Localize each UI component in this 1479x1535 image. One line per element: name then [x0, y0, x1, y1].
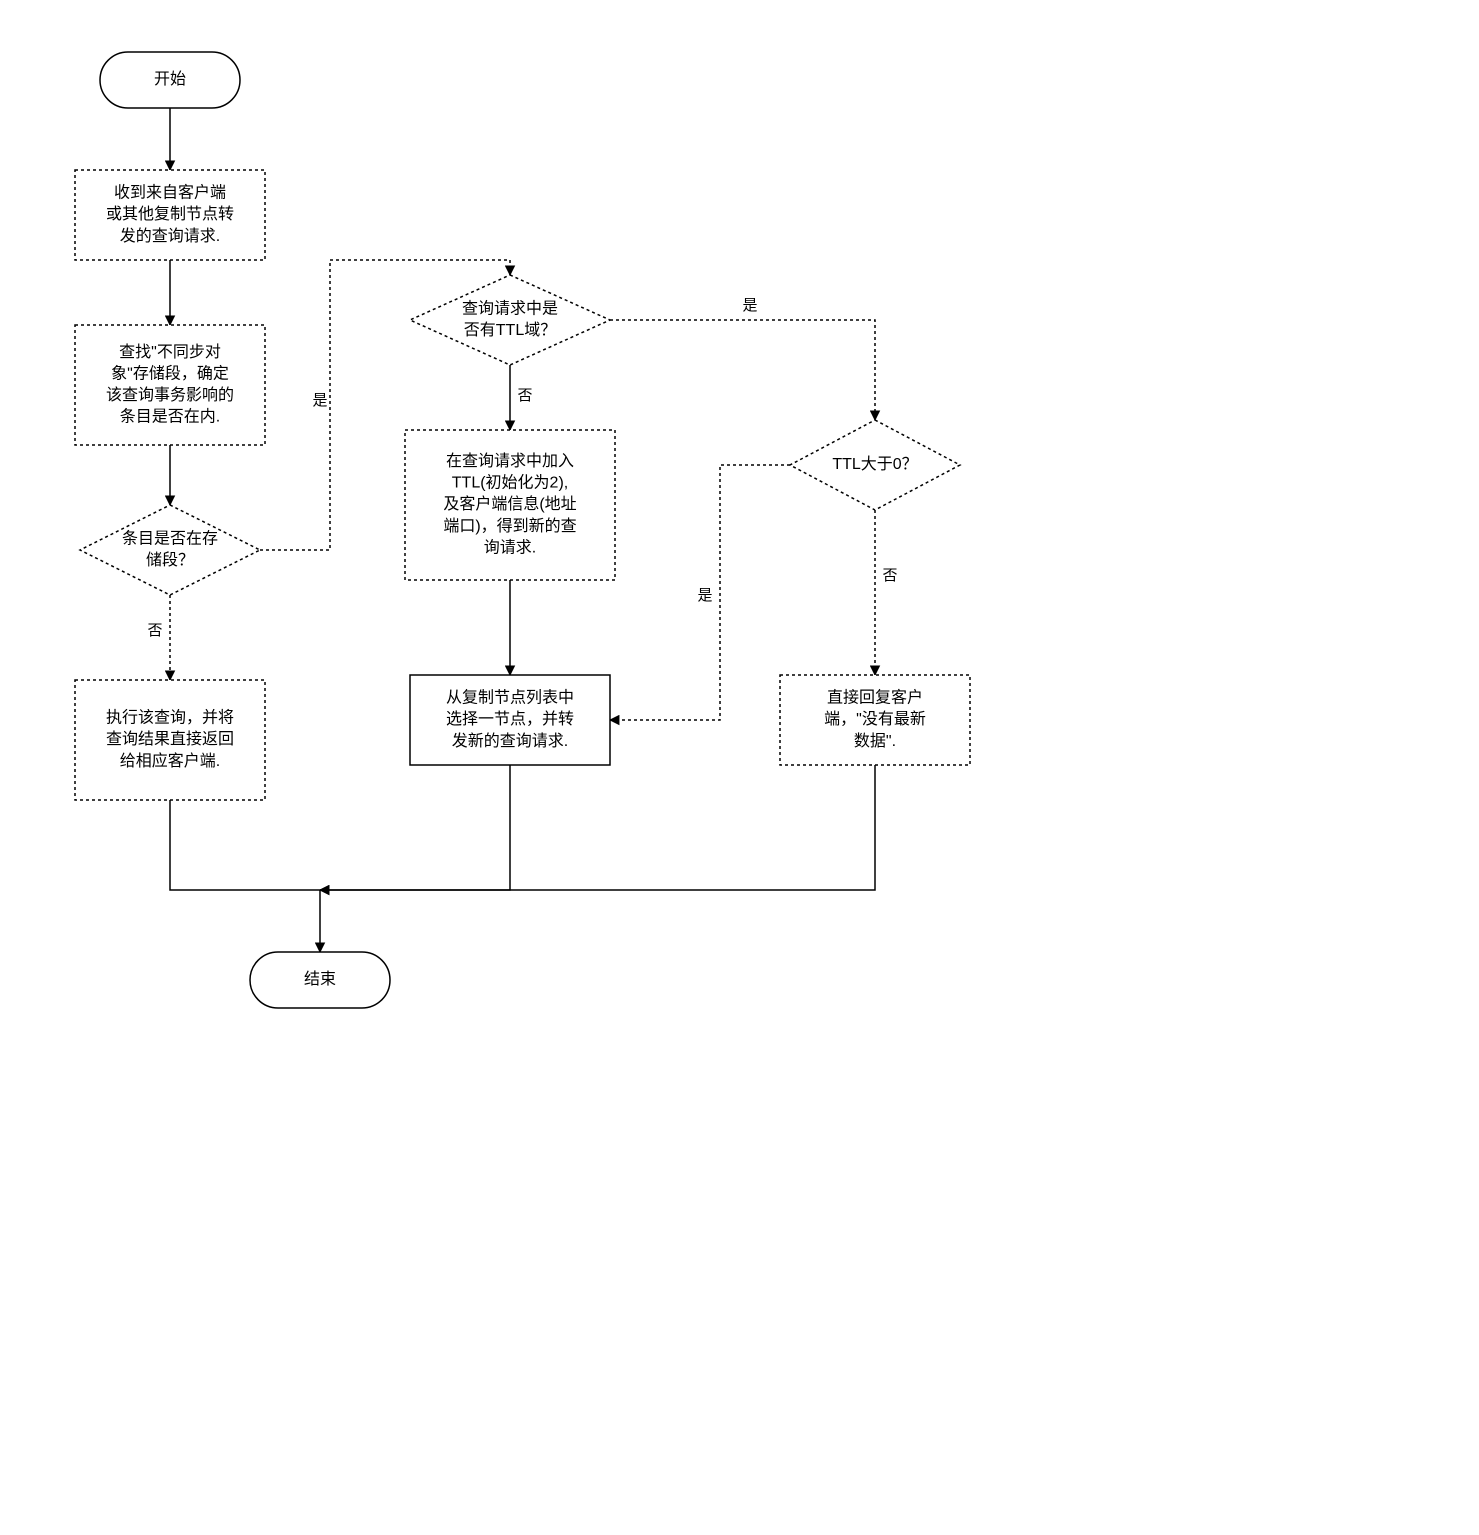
edge-label-inBucket-exec: 否: [147, 622, 162, 639]
svg-text:TTL大于0？: TTL大于0？: [832, 455, 917, 473]
svg-text:结束: 结束: [304, 970, 336, 988]
svg-text:TTL(初始化为2),: TTL(初始化为2),: [452, 474, 568, 492]
svg-text:储段？: 储段？: [146, 551, 194, 569]
node-ttlGt0: TTL大于0？: [790, 420, 960, 510]
node-forward: 从复制节点列表中选择一节点，并转发新的查询请求.: [410, 675, 610, 765]
svg-text:发新的查询请求.: 发新的查询请求.: [452, 732, 568, 750]
node-start: 开始: [100, 52, 240, 108]
svg-text:开始: 开始: [154, 70, 186, 88]
node-noData: 直接回复客户端，"没有最新数据".: [780, 675, 970, 765]
svg-text:在查询请求中加入: 在查询请求中加入: [446, 452, 574, 470]
svg-text:端口)，得到新的查: 端口)，得到新的查: [443, 517, 576, 535]
edge-label-inBucket-hasTTL: 是: [312, 392, 327, 409]
svg-text:及客户端信息(地址: 及客户端信息(地址: [443, 495, 576, 513]
svg-text:条目是否在内.: 条目是否在内.: [120, 408, 220, 426]
svg-text:端，"没有最新: 端，"没有最新: [824, 710, 926, 728]
svg-text:或其他复制节点转: 或其他复制节点转: [106, 205, 234, 223]
svg-text:象"存储段，确定: 象"存储段，确定: [111, 364, 229, 382]
svg-text:查找"不同步对: 查找"不同步对: [119, 343, 221, 361]
node-recv: 收到来自客户端或其他复制节点转发的查询请求.: [75, 170, 265, 260]
node-end: 结束: [250, 952, 390, 1008]
node-lookup: 查找"不同步对象"存储段，确定该查询事务影响的条目是否在内.: [75, 325, 265, 445]
svg-text:该查询事务影响的: 该查询事务影响的: [106, 386, 234, 404]
svg-text:选择一节点，并转: 选择一节点，并转: [446, 710, 574, 728]
edge-label-ttlGt0-noData: 否: [882, 567, 897, 584]
edge-label-hasTTL-addTTL: 否: [517, 387, 532, 404]
node-addTTL: 在查询请求中加入 TTL(初始化为2), 及客户端信息(地址端口)，得到新的查询请求…: [405, 430, 615, 580]
svg-text:条目是否在存: 条目是否在存: [122, 529, 218, 547]
svg-text:发的查询请求.: 发的查询请求.: [120, 227, 220, 245]
svg-text:直接回复客户: 直接回复客户: [827, 689, 923, 707]
edge-label-ttlGt0-forward: 是: [697, 587, 712, 604]
edge-noData-end: [320, 765, 875, 890]
svg-text:查询结果直接返回: 查询结果直接返回: [106, 730, 234, 748]
edge-label-hasTTL-ttlGt0: 是: [742, 297, 757, 314]
svg-text:给相应客户端.: 给相应客户端.: [120, 751, 220, 770]
node-exec: 执行该查询，并将查询结果直接返回给相应客户端.: [75, 680, 265, 800]
svg-text:执行该查询，并将: 执行该查询，并将: [106, 709, 234, 727]
node-hasTTL: 查询请求中是否有TTL域？: [410, 275, 610, 365]
node-inBucket: 条目是否在存储段？: [80, 505, 260, 595]
svg-text:数据".: 数据".: [854, 732, 896, 750]
svg-text:收到来自客户端: 收到来自客户端: [114, 184, 226, 202]
edge-hasTTL-ttlGt0: [610, 320, 875, 420]
svg-text:询请求.: 询请求.: [484, 538, 536, 556]
svg-text:从复制节点列表中: 从复制节点列表中: [446, 689, 574, 707]
svg-text:查询请求中是: 查询请求中是: [462, 299, 558, 317]
edge-forward-end: [320, 765, 510, 890]
flowchart-canvas: 否是否是是否开始收到来自客户端或其他复制节点转发的查询请求.查找"不同步对象"存…: [20, 20, 1040, 1090]
edge-exec-end: [170, 800, 320, 952]
svg-text:否有TTL域？: 否有TTL域？: [464, 321, 556, 339]
